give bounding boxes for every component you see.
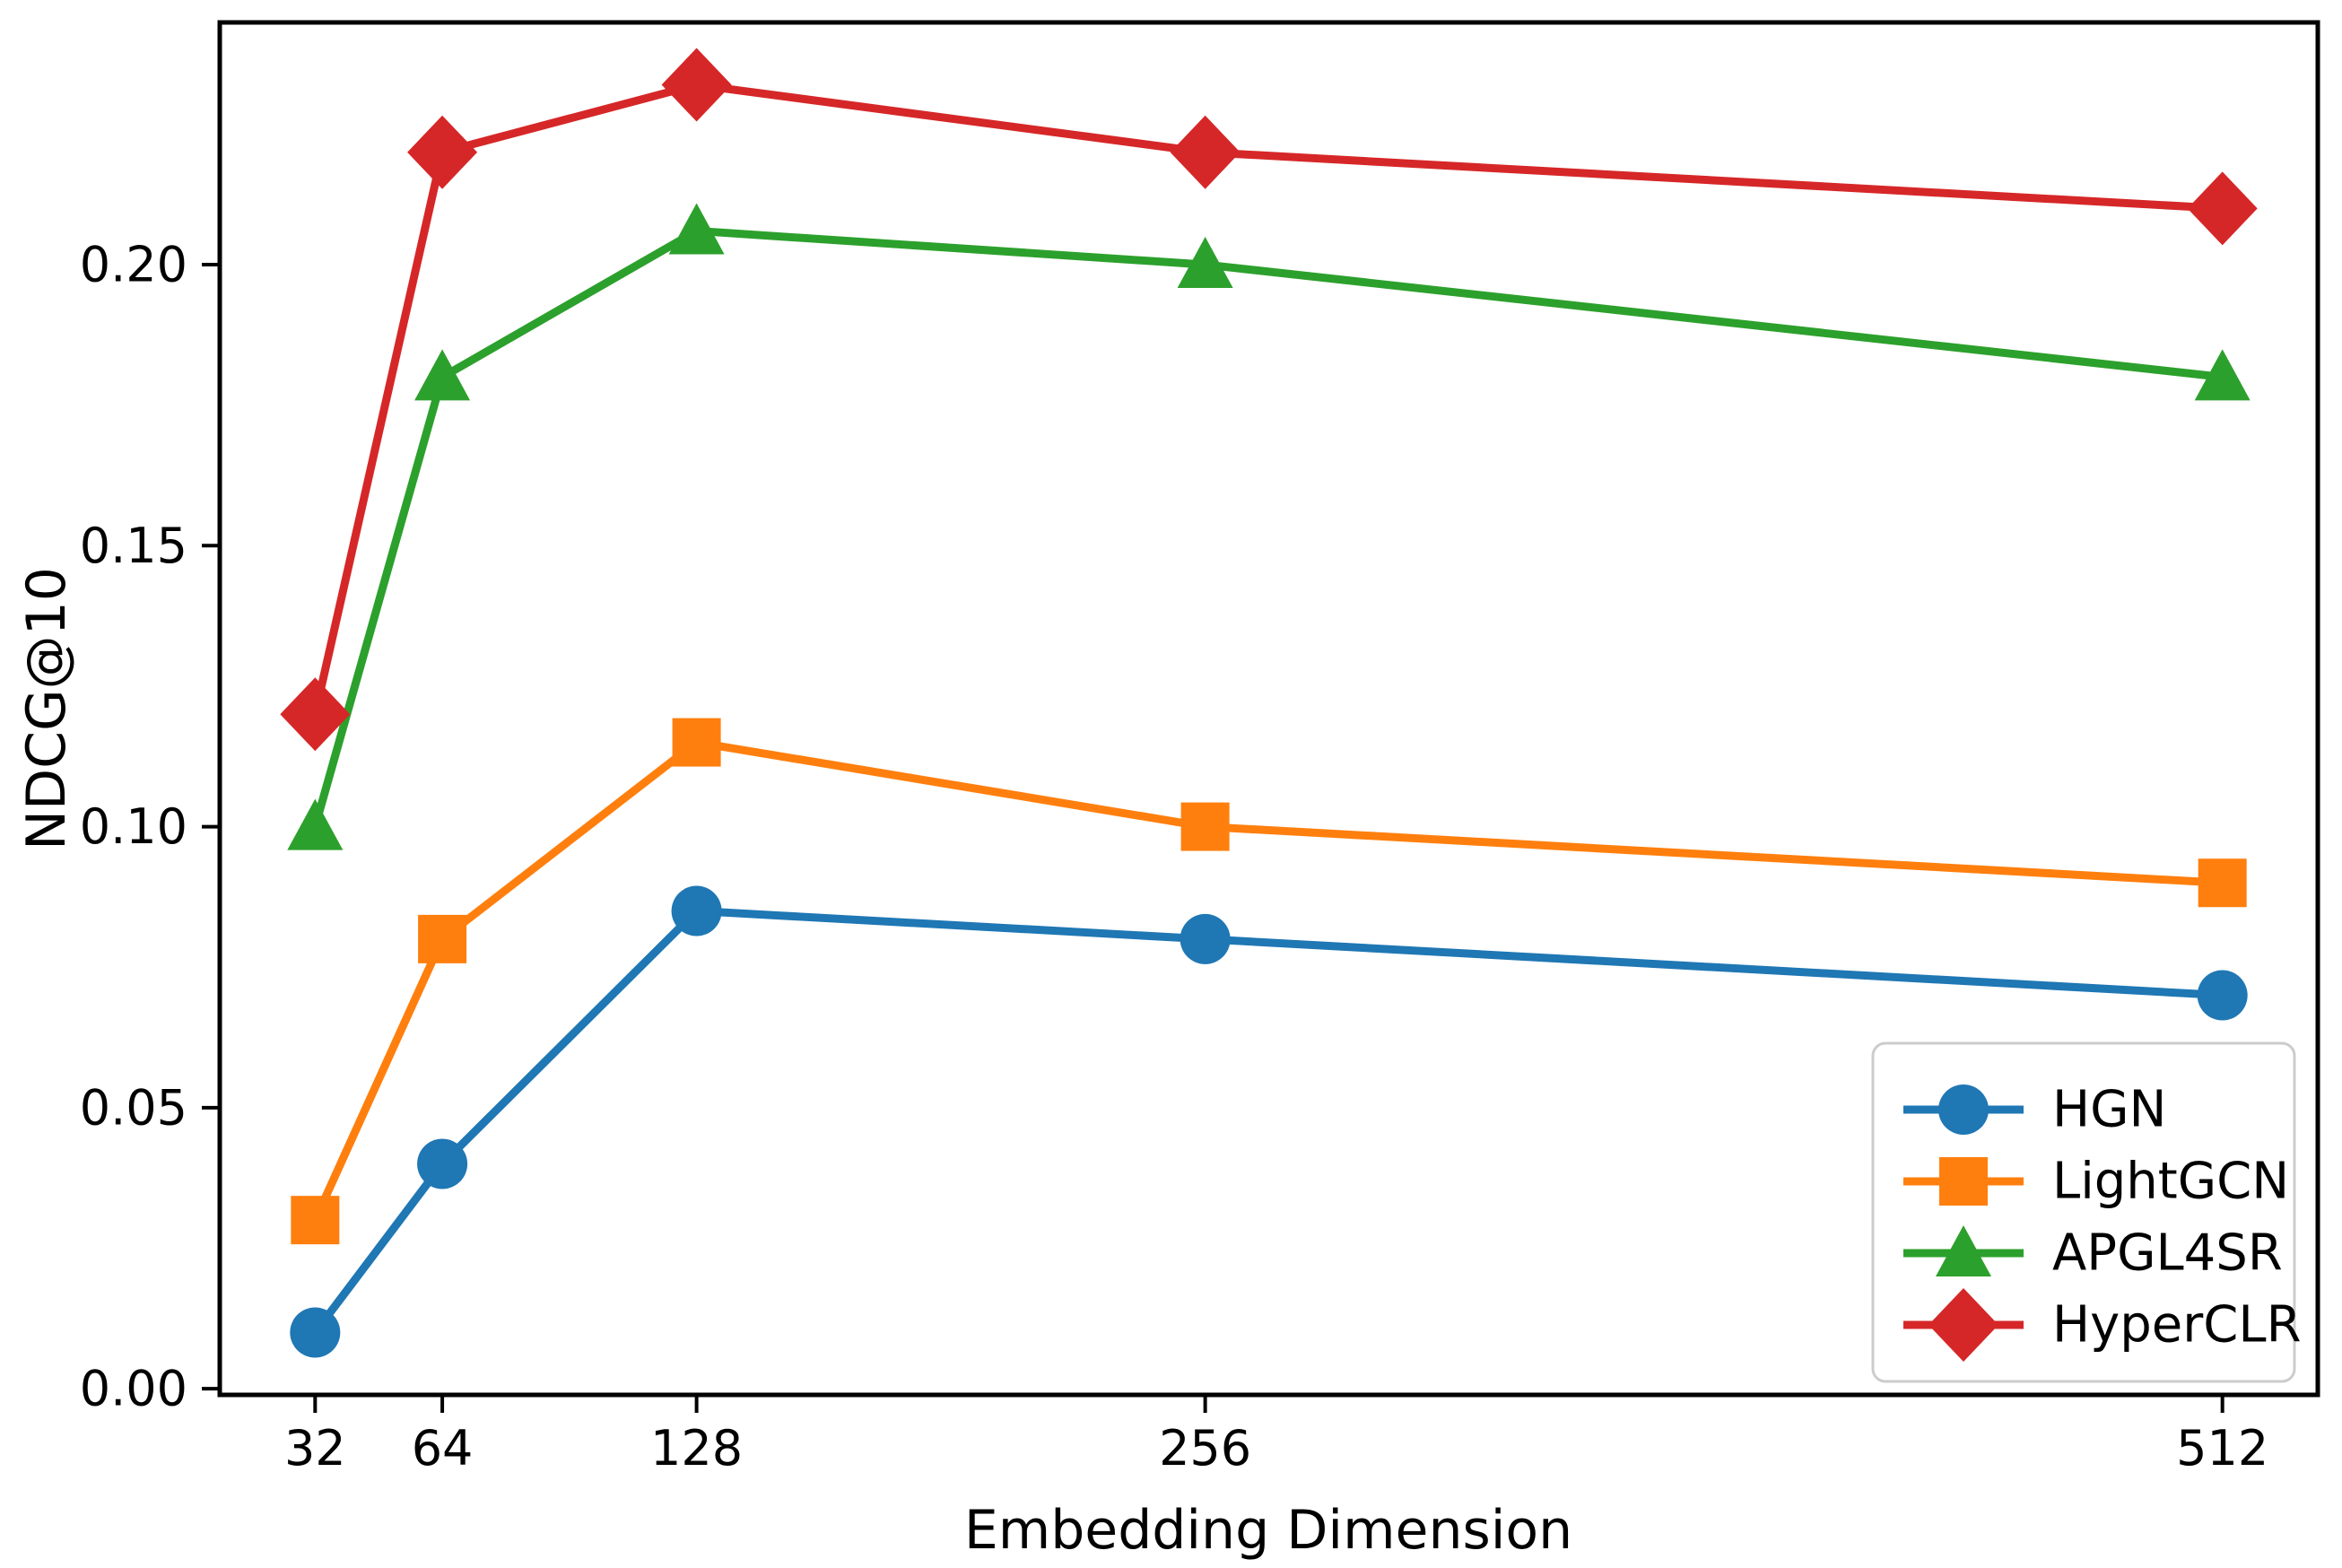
series-lightgcn	[291, 718, 2247, 1245]
data-point-apgl4sr	[414, 349, 471, 401]
data-point-hyperclr	[661, 48, 732, 122]
y-tick-label: 0.10	[80, 798, 187, 855]
legend-label-hyperclr: HyperCLR	[2052, 1296, 2301, 1355]
axis-ticks: 32 64 128 256 512 0.00 0.05 0.10 0.15 0.20	[80, 237, 2268, 1477]
legend-item-hgn: HGN	[1903, 1081, 2166, 1139]
legend-box: HGN LightGCN APGL4SR HyperCLR	[1871, 1041, 2301, 1383]
legend-marker-hyperclr	[1928, 1288, 1998, 1362]
x-tick-label: 512	[2176, 1420, 2268, 1477]
legend-item-apgl4sr: APGL4SR	[1903, 1224, 2283, 1283]
data-point-lightgcn	[1180, 802, 1230, 851]
legend-item-hyperclr: HyperCLR	[1903, 1288, 2301, 1362]
data-point-hyperclr	[1170, 115, 1241, 189]
legend-label-hgn: HGN	[2052, 1081, 2166, 1139]
series-hgn	[290, 885, 2248, 1358]
series-hyperclr	[280, 48, 2258, 752]
data-point-lightgcn	[418, 914, 467, 963]
data-point-hyperclr	[407, 115, 478, 189]
data-point-apgl4sr	[2194, 349, 2251, 401]
series-layer	[280, 48, 2258, 1358]
legend-label-apgl4sr: APGL4SR	[2052, 1224, 2283, 1283]
x-tick-label: 128	[650, 1420, 743, 1477]
data-point-hyperclr	[280, 677, 351, 752]
data-point-apgl4sr	[1177, 237, 1233, 289]
data-point-hgn	[2197, 970, 2248, 1021]
legend-marker-apgl4sr	[1936, 1225, 1991, 1276]
data-point-lightgcn	[672, 718, 721, 767]
legend-label-lightgcn: LightGCN	[2052, 1153, 2289, 1211]
legend-item-lightgcn: LightGCN	[1903, 1153, 2289, 1211]
y-tick-label: 0.05	[80, 1079, 187, 1136]
data-point-lightgcn	[2198, 858, 2247, 908]
data-point-apgl4sr	[287, 798, 344, 850]
y-tick-label: 0.15	[80, 518, 187, 574]
data-point-lightgcn	[291, 1196, 340, 1245]
plot-area-border	[217, 20, 2320, 1398]
y-tick-label: 0.00	[80, 1361, 187, 1417]
data-point-hgn	[417, 1138, 468, 1189]
series-line-hyperclr	[310, 81, 2227, 719]
data-point-apgl4sr	[668, 203, 725, 255]
x-tick-label: 32	[284, 1420, 346, 1477]
y-tick-label: 0.20	[80, 237, 187, 293]
data-point-hgn	[290, 1307, 341, 1358]
data-point-hyperclr	[2187, 171, 2258, 246]
x-tick-label: 256	[1159, 1420, 1251, 1477]
series-line-apgl4sr	[310, 226, 2227, 832]
data-point-hgn	[671, 885, 722, 936]
series-apgl4sr	[287, 203, 2251, 850]
x-axis-label: Embedding Dimension	[964, 1499, 1572, 1562]
legend-marker-lightgcn	[1939, 1157, 1988, 1206]
legend-marker-hgn	[1938, 1085, 1989, 1135]
y-axis-label: NDCG@10	[15, 567, 78, 850]
data-point-hgn	[1180, 913, 1231, 964]
x-tick-label: 64	[412, 1420, 474, 1477]
